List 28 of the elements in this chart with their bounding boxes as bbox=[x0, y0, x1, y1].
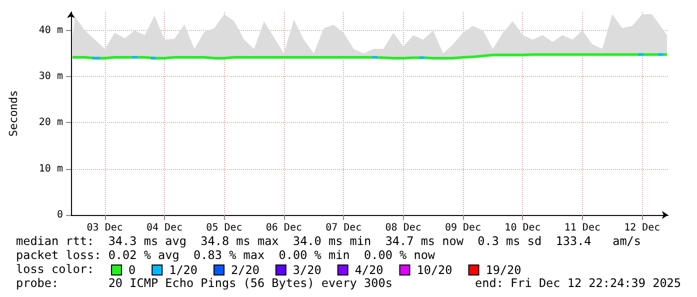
y-tick-label: 20 m bbox=[38, 117, 63, 128]
y-tick-label: 40 m bbox=[38, 24, 63, 36]
text: end: Fri Dec 12 22:24:39 2025 bbox=[475, 276, 681, 290]
legend-label: 2/20 bbox=[231, 263, 260, 277]
y-axis-title: Seconds bbox=[7, 90, 20, 137]
x-tick-label: 04 Dec bbox=[146, 222, 183, 234]
x-tick-label: 10 Dec bbox=[504, 222, 541, 234]
x-tick-label: 09 Dec bbox=[444, 222, 482, 234]
y-tick-label: 0 bbox=[56, 210, 63, 220]
text: loss color: bbox=[16, 262, 94, 276]
legend-label: 10/20 bbox=[416, 263, 452, 277]
text: packet loss: 0.02 % avg 0.83 % max 0.00 % min 0.00 % now bbox=[16, 248, 436, 262]
x-tick-label: 03 Dec bbox=[86, 222, 123, 234]
x-tick-label: 12 Dec bbox=[624, 222, 660, 234]
x-tick-label: 05 Dec bbox=[206, 222, 242, 234]
legend-label: 3/20 bbox=[292, 263, 322, 277]
x-tick-label: 11 Dec bbox=[564, 222, 600, 234]
legend-label: 4/20 bbox=[354, 263, 384, 277]
legend-label: 19/20 bbox=[486, 263, 522, 277]
legend-label: 1/20 bbox=[169, 263, 198, 277]
x-tick-label: 07 Dec bbox=[326, 222, 362, 234]
x-tick-label: 08 Dec bbox=[385, 222, 422, 234]
y-tick-label: 10 m bbox=[38, 163, 63, 174]
text: probe: 20 ICMP Echo Pings (56 Bytes) every 300s bbox=[16, 276, 392, 290]
y-tick-label: 30 m bbox=[38, 71, 63, 82]
x-tick-label: 06 Dec bbox=[266, 222, 302, 234]
legend-label: 0 bbox=[128, 263, 136, 277]
text: median rtt: 34.3 ms avg 34.8 ms max 34.0 ms min 34.7 ms now 0.3 ms sd 133.4 am/s bbox=[16, 234, 642, 248]
